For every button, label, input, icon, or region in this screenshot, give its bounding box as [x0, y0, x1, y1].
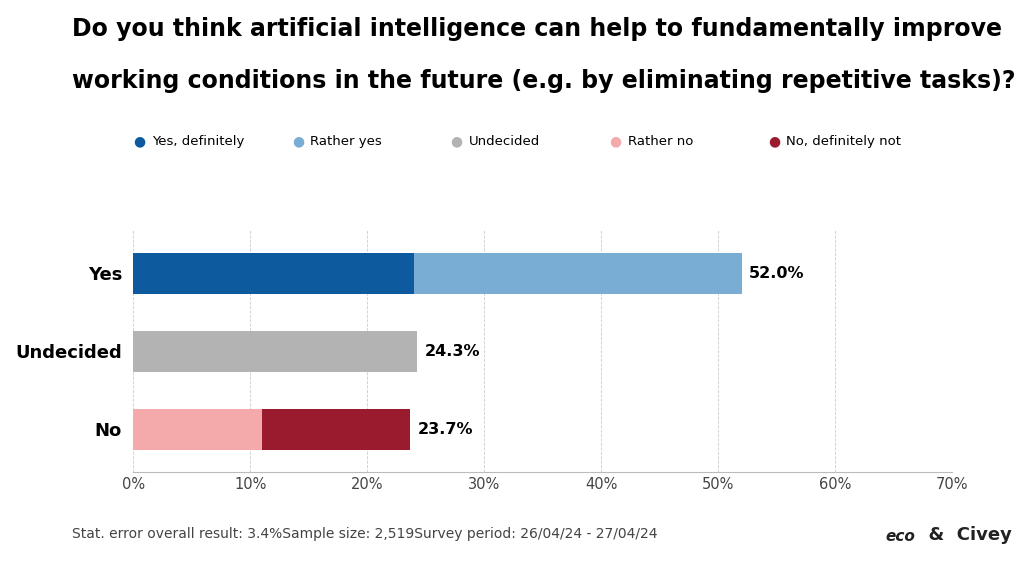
Text: 24.3%: 24.3%	[425, 344, 480, 359]
Bar	[133, 409, 262, 450]
Text: eco: eco	[886, 529, 915, 544]
Text: ●: ●	[768, 134, 780, 148]
Text: ●: ●	[451, 134, 463, 148]
Text: Yes, definitely: Yes, definitely	[152, 135, 244, 147]
Text: ●: ●	[292, 134, 304, 148]
Bar	[133, 253, 414, 294]
Text: Do you think artificial intelligence can help to fundamentally improve: Do you think artificial intelligence can…	[72, 17, 1001, 41]
Text: Rather no: Rather no	[628, 135, 693, 147]
Text: 52.0%: 52.0%	[749, 266, 804, 281]
Text: No, definitely not: No, definitely not	[786, 135, 901, 147]
Bar	[262, 409, 411, 450]
Text: 23.7%: 23.7%	[418, 422, 473, 437]
Text: Stat. error overall result: 3.4%Sample size: 2,519Survey period: 26/04/24 - 27/0: Stat. error overall result: 3.4%Sample s…	[72, 528, 657, 541]
Bar	[414, 253, 741, 294]
Text: ●: ●	[609, 134, 622, 148]
Text: Undecided: Undecided	[469, 135, 541, 147]
Text: Rather yes: Rather yes	[310, 135, 382, 147]
Bar	[133, 331, 418, 372]
Text: working conditions in the future (e.g. by eliminating repetitive tasks)?: working conditions in the future (e.g. b…	[72, 69, 1015, 93]
Text: ●: ●	[133, 134, 145, 148]
Text: &  Civey: & Civey	[916, 526, 1013, 544]
